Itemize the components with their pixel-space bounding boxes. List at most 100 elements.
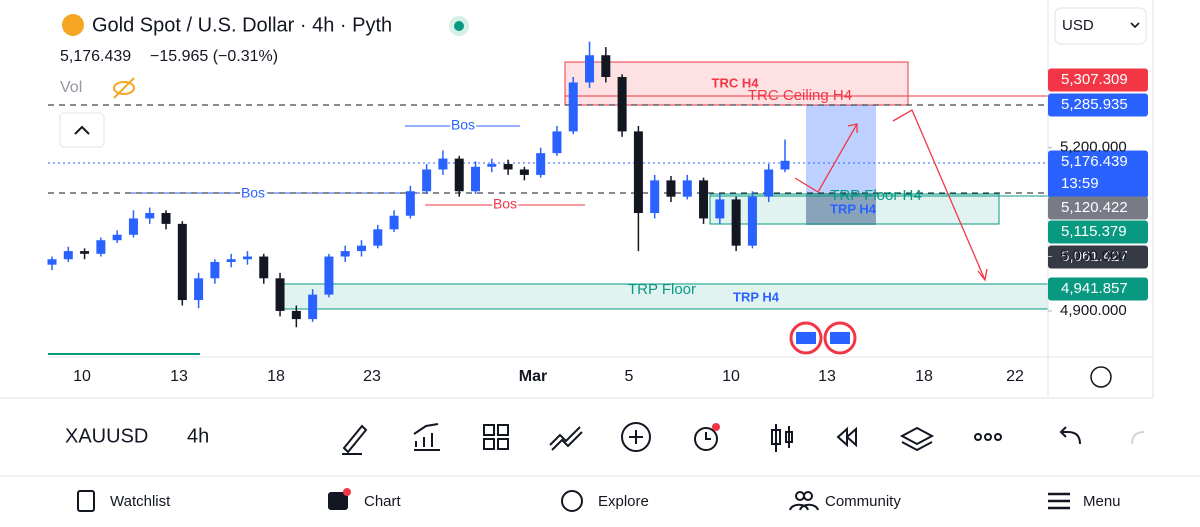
more[interactable] bbox=[974, 433, 982, 441]
price-badge bbox=[1048, 93, 1148, 117]
candle-body bbox=[63, 251, 73, 260]
collapse-button[interactable] bbox=[59, 112, 105, 148]
community-icon[interactable] bbox=[789, 491, 819, 511]
candle-body bbox=[177, 223, 187, 301]
candle-body bbox=[356, 245, 366, 252]
price-badge bbox=[1048, 150, 1148, 199]
menu-icon[interactable] bbox=[1048, 492, 1070, 510]
annotation: TRP H4 bbox=[733, 289, 780, 304]
settings-button[interactable] bbox=[1090, 366, 1112, 388]
candle-body bbox=[308, 294, 318, 320]
price-badge bbox=[1048, 245, 1148, 269]
candles bbox=[47, 41, 790, 328]
currency: USD bbox=[1062, 17, 1094, 34]
nav-item[interactable]: Explore bbox=[598, 493, 649, 510]
x-tick-label: 13 bbox=[818, 368, 836, 385]
dropdown-arrow bbox=[1130, 22, 1140, 29]
alert-dot bbox=[712, 423, 720, 431]
y-tick-label: 4,900.000 bbox=[1060, 302, 1127, 319]
candle-body bbox=[780, 160, 790, 170]
candle-body bbox=[585, 55, 595, 83]
candle-body bbox=[405, 191, 415, 216]
candle-body bbox=[145, 213, 155, 219]
price-badge-label: 5,285.935 bbox=[1061, 96, 1128, 113]
x-tick-label: 23 bbox=[363, 368, 381, 385]
hide-volume[interactable] bbox=[113, 77, 135, 99]
candle-body bbox=[242, 256, 252, 260]
layouts[interactable] bbox=[483, 424, 509, 450]
annotation: TRP Floor H4 bbox=[830, 187, 921, 204]
candle-body bbox=[80, 251, 90, 254]
price-badge bbox=[1048, 220, 1148, 244]
x-tick-label: 10 bbox=[722, 368, 740, 385]
candle-body bbox=[552, 131, 562, 154]
toolbar-symbol[interactable]: XAUUSD bbox=[65, 425, 148, 447]
x-tick-label: Mar bbox=[519, 368, 547, 385]
candle-body bbox=[389, 215, 399, 230]
status-dot-inner bbox=[454, 21, 464, 31]
redo[interactable] bbox=[1131, 431, 1145, 445]
candle-body bbox=[617, 76, 627, 132]
candle-body bbox=[682, 180, 692, 197]
undo[interactable] bbox=[1059, 426, 1081, 445]
chevron bbox=[74, 125, 90, 135]
watchlist-icon[interactable] bbox=[77, 490, 95, 512]
annotation: Bos bbox=[451, 117, 475, 133]
nav-item[interactable]: Community bbox=[825, 493, 901, 510]
x-tick-label: 10 bbox=[73, 368, 91, 385]
candle-body bbox=[601, 55, 611, 77]
annotation: TRC Ceiling H4 bbox=[748, 87, 852, 104]
price-badge bbox=[1048, 68, 1148, 92]
candle-body bbox=[633, 131, 643, 214]
price-badge-label: 4,941.857 bbox=[1061, 280, 1128, 297]
y-tick-label: 5,000.000 bbox=[1060, 247, 1127, 264]
y-tick-label: 5,200.000 bbox=[1060, 139, 1127, 156]
draw-tool[interactable] bbox=[342, 424, 368, 455]
indicators[interactable] bbox=[413, 423, 440, 451]
candle-body bbox=[47, 259, 57, 265]
candle-body bbox=[340, 251, 350, 257]
price-badge-label: 5,120.422 bbox=[1061, 199, 1128, 216]
candle-body bbox=[324, 256, 334, 295]
price-badge bbox=[1048, 196, 1148, 220]
candle-body bbox=[161, 213, 171, 224]
event-flags[interactable] bbox=[789, 321, 857, 355]
x-tick-label: 18 bbox=[915, 368, 933, 385]
nav-item[interactable]: Chart bbox=[364, 493, 402, 510]
toolbar-interval[interactable]: 4h bbox=[187, 425, 209, 447]
replay[interactable] bbox=[836, 426, 857, 448]
candle-body bbox=[128, 218, 138, 235]
candle-body bbox=[471, 166, 481, 192]
nav-item[interactable]: Menu bbox=[1083, 493, 1121, 510]
layers[interactable] bbox=[899, 426, 935, 452]
candle-body bbox=[373, 229, 383, 246]
annotation: TRC H4 bbox=[712, 75, 760, 90]
candle-body bbox=[715, 199, 725, 219]
explore-icon[interactable] bbox=[561, 490, 583, 512]
price-badge-label: 5,115.379 bbox=[1061, 223, 1127, 240]
chart-dot bbox=[343, 488, 351, 496]
annotation: TRP H4 bbox=[830, 201, 877, 216]
candle-body bbox=[666, 180, 676, 197]
projection-arrow bbox=[892, 109, 988, 282]
candle-body bbox=[503, 164, 513, 170]
price-badge-label: 5,307.309 bbox=[1061, 71, 1128, 88]
candle-body bbox=[536, 153, 546, 175]
alert[interactable] bbox=[694, 427, 718, 451]
candle-body bbox=[112, 234, 122, 241]
price-badge bbox=[1048, 277, 1148, 301]
candle-body bbox=[519, 169, 529, 175]
candle-body bbox=[275, 278, 285, 311]
nav-item[interactable]: Watchlist bbox=[110, 493, 171, 510]
gold-icon bbox=[62, 14, 84, 36]
countdown: 13:59 bbox=[1061, 175, 1099, 192]
add[interactable] bbox=[621, 422, 651, 452]
price-badge-label: 5,176.439 bbox=[1061, 153, 1128, 170]
chart-icon[interactable] bbox=[328, 492, 348, 510]
candle-body bbox=[764, 169, 774, 197]
chart-type[interactable] bbox=[771, 424, 793, 452]
currency-select[interactable] bbox=[1054, 7, 1147, 45]
compare[interactable] bbox=[549, 426, 583, 451]
annotation: Bos bbox=[241, 185, 265, 201]
